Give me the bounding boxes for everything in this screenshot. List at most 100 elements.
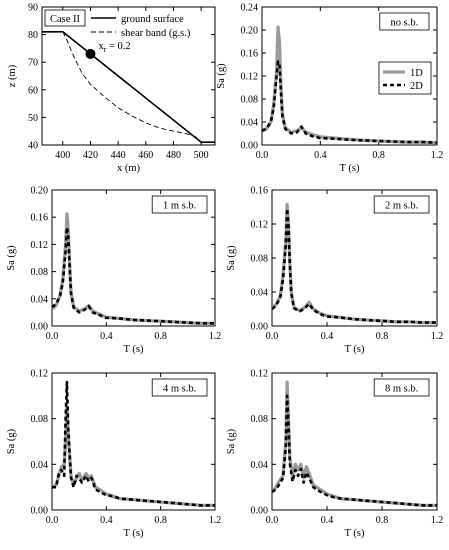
y-tick-label: 0.12 <box>241 72 259 83</box>
y-axis-label: Sa (g) <box>216 63 227 89</box>
x-tick-label: 0.0 <box>256 150 269 161</box>
case-label: 8 m s.b. <box>385 384 418 395</box>
x-tick-label: 1.2 <box>209 515 222 526</box>
series-line-1d <box>272 202 437 325</box>
location-marker <box>85 48 96 59</box>
y-tick-label: 0.08 <box>31 267 49 278</box>
x-tick-label: 0.8 <box>376 515 389 526</box>
y-tick-label: 0.00 <box>241 141 259 152</box>
legend-label-shear-band: shear band (g.s.) <box>121 28 191 39</box>
series-group <box>272 202 437 325</box>
y-tick-label: 0.24 <box>241 3 259 14</box>
y-tick-label: 0.04 <box>31 460 49 471</box>
series-line-1d <box>52 405 215 507</box>
chart-8m-sb: 0.0 0.4 0.8 1.2 0.00 0.04 0.08 0.12 T (s) Sa (g) 8… <box>226 369 443 540</box>
x-tick-label: 0.4 <box>321 331 334 342</box>
y-tick-label: 0.12 <box>31 240 49 251</box>
y-tick-label: 0.04 <box>251 460 269 471</box>
y-tick-label: 0.08 <box>251 414 269 425</box>
plot-frame <box>41 6 216 146</box>
legend-label-ground-surface: ground surface <box>121 14 184 25</box>
x-tick-label: 0.0 <box>266 515 279 526</box>
y-tick-label: 0.04 <box>31 294 49 305</box>
case-label-box <box>44 9 86 27</box>
x-tick-label: 0.8 <box>154 331 167 342</box>
x-tick-label: 420 <box>83 150 98 161</box>
x-tick-label: 500 <box>194 150 209 161</box>
series-line-2d <box>272 394 437 507</box>
series-group <box>52 212 215 325</box>
y-tick-label: 0.08 <box>251 254 269 265</box>
x-tick-label: 0.4 <box>100 515 113 526</box>
y-tick-label: 0.08 <box>31 414 49 425</box>
y-axis-label: Sa (g) <box>226 428 237 454</box>
y-axis-label: Sa (g) <box>226 245 237 271</box>
series-line-2d <box>52 380 215 507</box>
x-tick-label: 0.0 <box>266 331 279 342</box>
x-tick-label: 0.4 <box>100 331 113 342</box>
plot-frame <box>51 189 216 327</box>
series-line-2d <box>52 226 215 325</box>
plot-frame <box>271 372 438 511</box>
case-label-box <box>373 195 430 214</box>
legend-box <box>378 61 432 95</box>
y-tick-label: 0.12 <box>251 369 269 380</box>
marker-label: xr = 0.2 <box>98 41 130 54</box>
series-group <box>262 25 437 145</box>
y-axis-label: Sa (g) <box>6 245 17 271</box>
y-tick-label: 80 <box>28 30 38 41</box>
x-tick-label: 0.8 <box>372 150 385 161</box>
y-tick-label: 0.16 <box>31 213 49 224</box>
chart-2m-sb: 0.0 0.4 0.8 1.2 0.00 0.04 0.08 0.12 0.16 T (s) Sa … <box>226 186 443 356</box>
x-tick-label: 0.8 <box>376 331 389 342</box>
y-tick-label: 0.00 <box>31 322 49 333</box>
x-tick-label: 0.0 <box>46 515 59 526</box>
x-tick-label: 0.0 <box>46 331 59 342</box>
y-tick-label: 0.16 <box>241 49 259 60</box>
y-tick-label: 0.04 <box>251 288 269 299</box>
y-tick-label: 0.16 <box>251 186 269 197</box>
y-tick-label: 0.12 <box>251 220 269 231</box>
x-tick-label: 440 <box>111 150 126 161</box>
series-line-1d <box>52 212 215 325</box>
y-tick-label: 0.00 <box>31 506 49 517</box>
case-label: 2 m s.b. <box>385 201 418 212</box>
x-axis-label: x (m) <box>117 163 141 174</box>
y-tick-label: 50 <box>28 113 38 124</box>
x-axis-label: T (s) <box>124 344 144 355</box>
series-group <box>272 380 437 507</box>
series-line-shear-band-g-s- <box>62 31 202 143</box>
case-label: 1 m s.b. <box>163 201 196 212</box>
chart-1m-sb: 0.0 0.4 0.8 1.2 0.00 0.04 0.08 0.12 0.16 0.20 T (s… <box>6 186 221 356</box>
y-axis-label: z (m) <box>7 64 18 87</box>
x-tick-label: 1.2 <box>431 150 444 161</box>
y-tick-label: 70 <box>28 58 38 69</box>
series-group <box>52 380 215 507</box>
y-tick-label: 0.00 <box>251 322 269 333</box>
y-tick-label: 0.12 <box>31 369 49 380</box>
case-label-box <box>151 378 208 397</box>
x-axis-label: T (s) <box>345 528 365 539</box>
y-tick-label: 0.20 <box>31 186 49 197</box>
case-label: 4 m s.b. <box>163 384 196 395</box>
y-tick-label: 0.04 <box>241 118 259 129</box>
series-group <box>42 30 215 143</box>
x-tick-label: 1.2 <box>431 331 444 342</box>
y-tick-label: 40 <box>28 141 38 152</box>
x-axis-label: T (s) <box>340 163 360 174</box>
x-tick-label: 0.8 <box>154 515 167 526</box>
x-axis-label: T (s) <box>345 344 365 355</box>
x-tick-label: 1.2 <box>431 515 444 526</box>
series-line-2d <box>262 60 437 144</box>
x-tick-label: 0.4 <box>321 515 334 526</box>
series-line-ground-surface <box>42 30 215 143</box>
x-tick-label: 0.4 <box>314 150 327 161</box>
series-line-1d <box>272 380 437 507</box>
plot-frame <box>51 372 216 511</box>
y-tick-label: 0.00 <box>251 506 269 517</box>
case-label-box <box>379 12 430 31</box>
series-line-2d <box>272 207 437 324</box>
x-tick-label: 400 <box>55 150 70 161</box>
x-tick-label: 460 <box>138 150 153 161</box>
